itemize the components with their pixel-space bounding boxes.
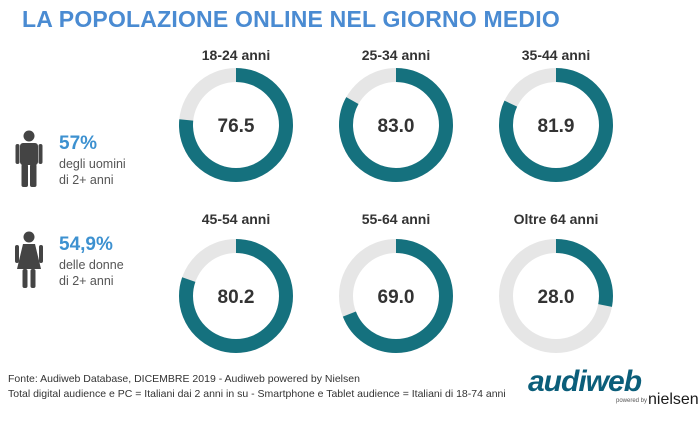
donut-category-label: 45-54 anni xyxy=(201,211,271,227)
donut-value-label: 80.2 xyxy=(218,287,255,308)
women-desc-line2: di 2+ anni xyxy=(59,274,114,288)
donut-category-label: 55-64 anni xyxy=(361,211,431,227)
source-line-2: Total digital audience e PC = Italiani d… xyxy=(8,388,506,400)
powered-by-text: powered by xyxy=(616,398,648,404)
donut-25-34-anni: 83.0 xyxy=(339,68,453,182)
men-percentage: 57% xyxy=(59,133,98,154)
nielsen-logo-text: nielsen xyxy=(648,391,699,408)
female-person-icon xyxy=(15,231,43,288)
donut-18-24-anni: 76.5 xyxy=(179,68,293,182)
donut-value-arc xyxy=(339,239,453,353)
donut-value-arc xyxy=(499,68,613,182)
donut-category-label: 25-34 anni xyxy=(361,47,431,63)
donut-category-label: 18-24 anni xyxy=(201,47,271,63)
donut-oltre-64-anni: 28.0 xyxy=(499,239,613,353)
women-percentage: 54,9% xyxy=(59,234,113,255)
donut-value-arc xyxy=(339,68,453,182)
audiweb-logo-text: audiweb xyxy=(528,365,642,398)
donut-category-label: Oltre 64 anni xyxy=(513,211,599,227)
donut-45-54-anni: 80.2 xyxy=(179,239,293,353)
donut-value-label: 69.0 xyxy=(378,287,415,308)
audiweb-nielsen-logo: audiweb powered by nielsen xyxy=(528,365,699,415)
donut-value-arc xyxy=(179,239,293,353)
donut-value-label: 83.0 xyxy=(378,116,415,137)
source-line-1: Fonte: Audiweb Database, DICEMBRE 2019 -… xyxy=(8,373,360,385)
donut-category-label: 35-44 anni xyxy=(521,47,591,63)
donut-55-64-anni: 69.0 xyxy=(339,239,453,353)
donut-value-label: 28.0 xyxy=(538,287,575,308)
men-desc-line2: di 2+ anni xyxy=(59,173,114,187)
women-desc-line1: delle donne xyxy=(59,258,124,272)
men-desc-line1: degli uomini xyxy=(59,157,126,171)
women-stat: 54,9% delle donne di 2+ anni xyxy=(14,231,174,291)
donut-value-arc xyxy=(499,239,613,353)
men-stat: 57% degli uomini di 2+ anni xyxy=(14,130,174,190)
male-person-icon xyxy=(15,130,43,187)
donut-value-arc xyxy=(179,68,293,182)
donut-value-label: 81.9 xyxy=(538,116,575,137)
donut-value-label: 76.5 xyxy=(218,116,255,137)
page-title: LA POPOLAZIONE ONLINE NEL GIORNO MEDIO xyxy=(22,6,560,32)
donut-35-44-anni: 81.9 xyxy=(499,68,613,182)
